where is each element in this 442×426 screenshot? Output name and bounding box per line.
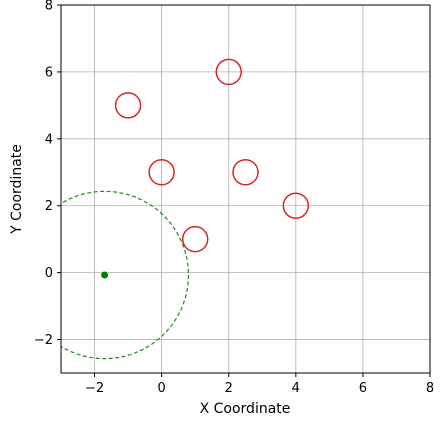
x-tick-label: 6 xyxy=(359,381,367,396)
x-axis: −2 0 2 4 6 8 xyxy=(85,373,434,396)
y-tick-label: −2 xyxy=(34,333,53,348)
plot-marks xyxy=(61,58,310,360)
x-tick-label: 4 xyxy=(292,381,300,396)
open-circle-point xyxy=(181,225,209,253)
open-circle-point xyxy=(148,159,175,186)
range-circle xyxy=(61,190,190,360)
open-circle-point xyxy=(114,92,142,119)
x-tick-label: 8 xyxy=(426,381,434,396)
y-axis: −2 0 2 4 6 8 xyxy=(34,0,61,348)
y-tick-label: 4 xyxy=(45,132,53,147)
y-axis-label: Y Coordinate xyxy=(9,144,25,235)
y-tick-label: 2 xyxy=(45,199,53,214)
center-point xyxy=(101,271,109,279)
x-tick-label: 2 xyxy=(225,381,233,396)
plot-frame xyxy=(60,4,431,374)
x-tick-label: 0 xyxy=(157,381,165,396)
open-circle-point xyxy=(282,192,310,219)
open-circle-point xyxy=(215,58,242,86)
y-tick-label: 8 xyxy=(45,0,53,14)
x-axis-label: X Coordinate xyxy=(200,401,291,417)
y-tick-label: 6 xyxy=(45,65,53,80)
x-tick-label: −2 xyxy=(85,381,104,396)
open-circle-point xyxy=(232,159,259,186)
y-tick-label: 0 xyxy=(45,266,53,281)
